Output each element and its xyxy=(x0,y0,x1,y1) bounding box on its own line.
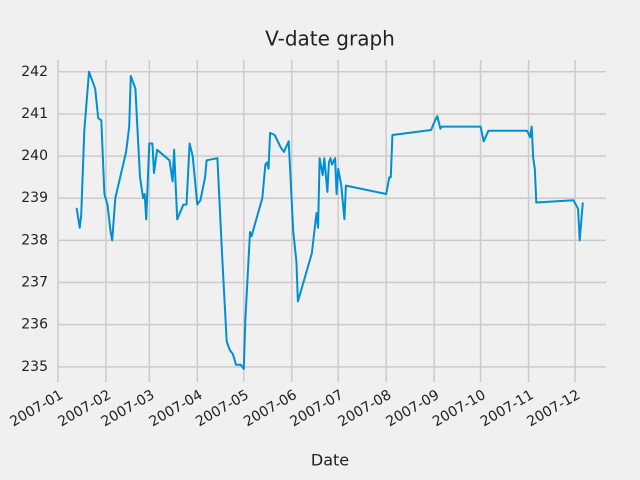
y-tick-label: 241 xyxy=(21,106,48,122)
x-axis-label: Date xyxy=(311,451,349,470)
y-tick-label: 235 xyxy=(21,359,48,375)
chart-title: V-date graph xyxy=(265,27,395,51)
y-tick-label: 242 xyxy=(21,64,48,80)
y-tick-label: 237 xyxy=(21,275,48,291)
y-tick-label: 236 xyxy=(21,317,48,333)
y-tick-label: 239 xyxy=(21,190,48,206)
y-tick-label: 238 xyxy=(21,232,48,248)
y-tick-label: 240 xyxy=(21,148,48,164)
data-line xyxy=(75,70,584,370)
